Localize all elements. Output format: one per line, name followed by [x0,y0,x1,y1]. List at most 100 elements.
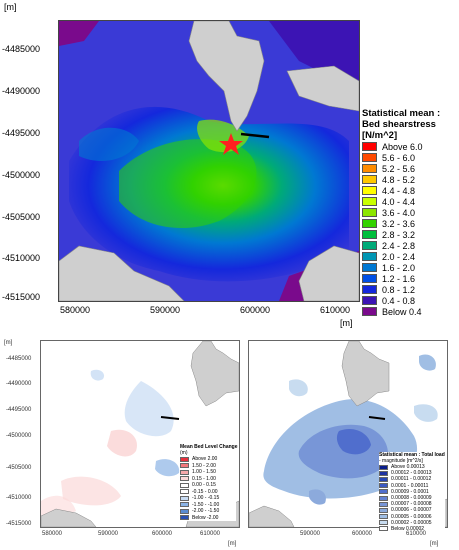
star-marker [219,133,243,155]
bl-legend-item: -0.15 - 0.00 [180,489,236,496]
bl-legend-swatch [180,508,189,514]
bl-legend-item: 1.00 - 1.50 [180,469,236,476]
main-legend-swatch [362,252,377,261]
bl-legend-label: Below -2.00 [192,514,219,521]
br-legend-label: 0.00008 - 0.00009 [391,495,432,502]
bl-y-tick: -4515000 [6,521,32,527]
main-legend-swatch [362,263,377,272]
main-legend-label: 2.8 - 3.2 [382,229,416,240]
main-legend-label: 1.6 - 2.0 [382,262,416,273]
main-legend-item: 4.0 - 4.4 [362,196,457,207]
main-legend-swatch [362,219,377,228]
main-map [58,20,360,302]
main-legend-item: 0.4 - 0.8 [362,295,457,306]
br-legend-swatch [379,514,388,520]
main-y-tick: -4495000 [2,128,41,138]
high-stress-zone [119,139,257,229]
land-coast-east [286,65,359,112]
main-legend-label: 4.0 - 4.4 [382,196,416,207]
br-legend-label: 0.00012 - 0.00013 [391,470,432,477]
main-legend-label: 2.4 - 2.8 [382,240,416,251]
main-map-svg [59,21,359,301]
erosion-patch-center [124,381,174,437]
br-legend-item: 0.00008 - 0.00009 [379,495,445,501]
br-legend-item: 0.00009 - 0.0001 [379,489,445,495]
bl-legend-label: 0.15 - 1.00 [192,475,216,482]
bl-legend-label: -0.15 - 0.00 [192,488,218,495]
br-legend-label: 0.00009 - 0.0001 [391,488,429,495]
main-legend-item: 3.2 - 3.6 [362,218,457,229]
bl-legend-swatch [180,489,189,495]
main-legend-label: 2.0 - 2.4 [382,251,416,262]
main-y-tick: -4515000 [2,292,41,302]
land-southwest [249,505,295,527]
bl-x-unit: [m] [228,541,237,547]
main-legend-label: Below 0.4 [382,306,422,317]
main-legend-label: 3.6 - 4.0 [382,207,416,218]
erosion-patch-nw [90,369,105,381]
bl-y-tick: -4495000 [6,407,32,413]
main-y-tick: -4510000 [2,253,41,263]
main-legend-label: 0.4 - 0.8 [382,295,416,306]
main-legend-swatch [362,208,377,217]
main-x-tick: 580000 [60,305,91,315]
br-legend-swatch [379,489,388,495]
br-legend-swatch [379,507,388,513]
land-peninsula [190,341,239,407]
bl-y-tick: -4505000 [6,465,32,471]
br-legend-swatch [379,470,388,476]
low-zone-nw [59,21,99,46]
deposition-patch [107,429,137,457]
load-patch-nw [289,379,308,397]
land-peninsula [341,341,390,407]
low-zone-ne [269,21,359,81]
br-legend-swatch [379,476,388,482]
main-legend-item: 2.8 - 3.2 [362,229,457,240]
bl-y-tick: -4510000 [6,495,32,501]
bl-legend-label: Above 2.00 [192,456,218,463]
load-patch-ne [419,354,436,371]
bl-legend-swatch [180,515,189,521]
br-legend-swatch [379,495,388,501]
br-legend-item: Above 0.00013 [379,464,445,470]
br-legend-label: 0.00002 - 0.00005 [391,519,432,526]
main-legend-label: 5.2 - 5.6 [382,163,416,174]
main-legend-item: 1.6 - 2.0 [362,262,457,273]
br-legend-item: 0.00012 - 0.00013 [379,470,445,476]
main-x-tick: 600000 [240,305,271,315]
main-y-tick: -4490000 [2,86,41,96]
br-legend: Statistical mean : Total load - magnitud… [379,452,445,533]
bl-y-tick: -4490000 [6,381,32,387]
load-patch-s [309,489,326,505]
main-legend-label: 3.2 - 3.6 [382,218,416,229]
bl-legend-label: 1.50 - 2.00 [192,462,216,469]
main-legend-item: 5.2 - 5.6 [362,163,457,174]
erosion-patch-deep [155,459,180,477]
structure-line [160,416,180,420]
main-legend-swatch [362,230,377,239]
br-legend-item: 0.00007 - 0.00008 [379,501,445,507]
bl-y-unit: [m] [4,340,13,346]
bl-legend-title: Mean Bed Level Change [180,444,238,450]
br-legend-item: Below 0.00002 [379,526,445,532]
bl-legend-swatch [180,476,189,482]
bl-legend-swatch [180,456,189,462]
main-legend-label: 5.6 - 6.0 [382,152,416,163]
br-legend-swatch [379,464,388,470]
br-legend-label: Below 0.00002 [391,525,425,532]
main-legend-item: 2.4 - 2.8 [362,240,457,251]
bl-legend-label: -1.00 - -0.15 [192,495,220,502]
bl-legend-item: 0.00 - 0.15 [180,482,236,489]
main-legend-swatch [362,296,377,305]
br-legend-item: 0.00002 - 0.00005 [379,520,445,526]
main-legend-item: 1.2 - 1.6 [362,273,457,284]
main-legend-swatch [362,175,377,184]
main-legend-item: 0.8 - 1.2 [362,284,457,295]
bl-legend-item: -1.50 - -1.00 [180,502,236,509]
main-legend-label: 1.2 - 1.6 [382,273,416,284]
bl-x-tick: 610000 [200,531,221,537]
main-legend-swatch [362,164,377,173]
main-legend-swatch [362,186,377,195]
br-legend-label: 0.00011 - 0.00012 [391,476,432,483]
bl-legend-item: 1.50 - 2.00 [180,463,236,470]
